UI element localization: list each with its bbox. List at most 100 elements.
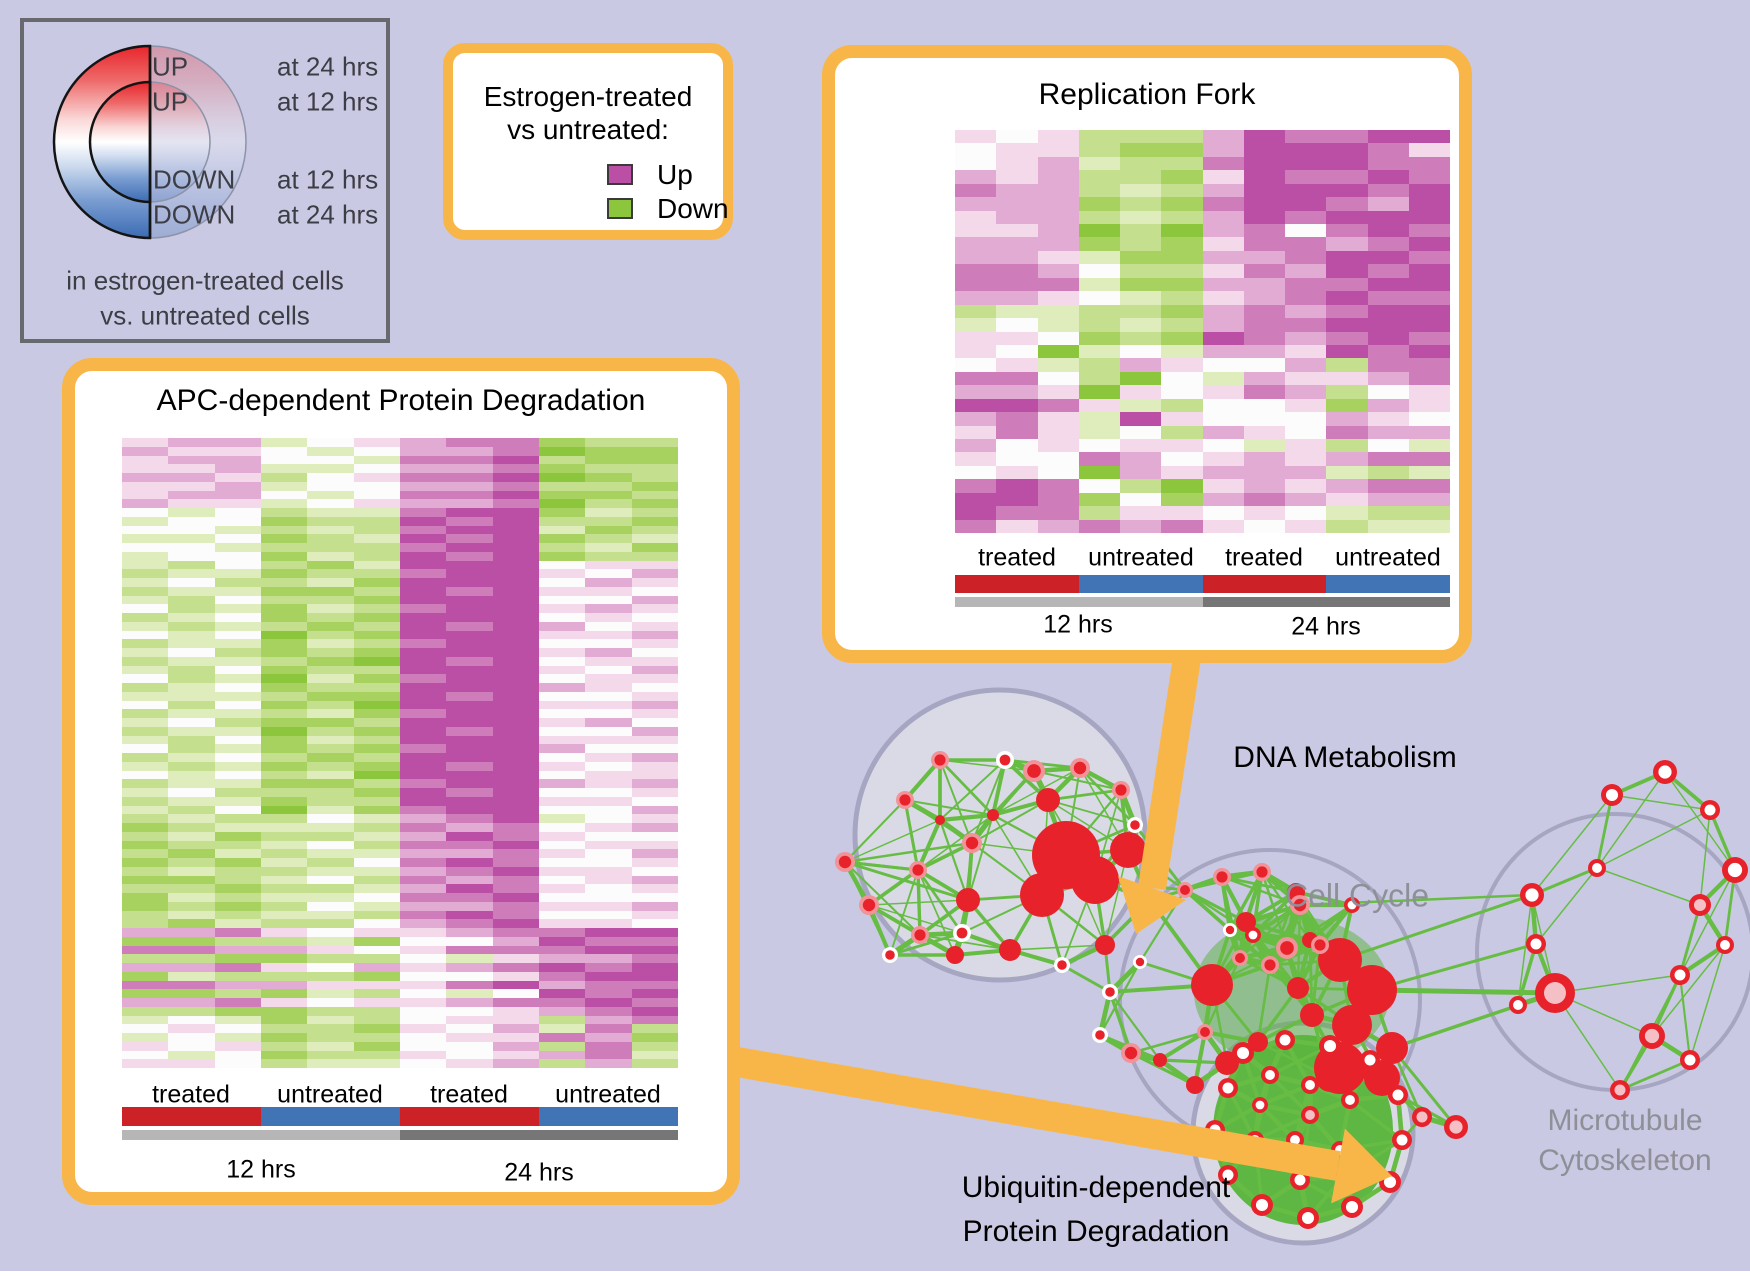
gene-node bbox=[1286, 1131, 1304, 1149]
legend-word-down-24: DOWN bbox=[153, 199, 236, 230]
cluster-circle-dna bbox=[852, 687, 1148, 983]
apc-time-label-24: 24 hrs bbox=[504, 1158, 574, 1187]
gene-node bbox=[1245, 927, 1261, 943]
legend-time-down-12: at 12 hrs bbox=[277, 164, 379, 195]
gene-node bbox=[1535, 973, 1575, 1013]
updown-legend-box bbox=[20, 18, 390, 343]
apc-group-label-treated-24: treated bbox=[430, 1080, 508, 1109]
apc-treatment-bar bbox=[122, 1107, 678, 1126]
gene-node bbox=[1653, 760, 1677, 784]
apc-time-label-12: 12 hrs bbox=[226, 1155, 296, 1184]
legend-word-up-24: UP bbox=[152, 51, 189, 82]
gene-node bbox=[1095, 935, 1115, 955]
gene-node bbox=[1444, 1115, 1468, 1139]
cluster-circle-mt bbox=[1475, 812, 1750, 1092]
gene-node bbox=[1301, 1076, 1319, 1094]
gene-node bbox=[1700, 800, 1720, 820]
gene-node bbox=[1223, 923, 1237, 937]
cluster-label: Microtubule bbox=[1547, 1104, 1703, 1137]
gene-node bbox=[1110, 832, 1146, 868]
apc-group-label-treated-12: treated bbox=[152, 1080, 230, 1109]
gene-node bbox=[1509, 996, 1527, 1014]
gene-node bbox=[1127, 817, 1143, 833]
gene-node bbox=[1360, 1050, 1380, 1070]
cluster-label: Cell Cycle bbox=[1284, 877, 1430, 914]
cluster-label: DNA Metabolism bbox=[1233, 741, 1457, 774]
arrow-shaft bbox=[1138, 655, 1201, 891]
rf-time-label-12: 12 hrs bbox=[1043, 610, 1113, 639]
rf-group-label-treated-12: treated bbox=[978, 543, 1056, 572]
gene-node bbox=[896, 791, 914, 809]
gene-node bbox=[859, 895, 879, 915]
legend-time-down-24: at 24 hrs bbox=[277, 199, 379, 230]
legend-word-down-12: DOWN bbox=[153, 164, 236, 195]
apc-group-label-untreated-12: untreated bbox=[277, 1080, 383, 1109]
gene-node bbox=[1261, 1066, 1279, 1084]
legend-footer-line2: vs. untreated cells bbox=[100, 300, 310, 331]
gene-node bbox=[1347, 965, 1397, 1015]
gene-node bbox=[1070, 758, 1090, 778]
gene-node bbox=[1092, 1027, 1108, 1043]
gene-node bbox=[956, 888, 980, 912]
up-swatch-label: Up bbox=[657, 159, 693, 190]
down-color-swatch bbox=[607, 198, 633, 219]
gene-node bbox=[1287, 977, 1309, 999]
legend-word-up-12: UP bbox=[152, 86, 189, 117]
gene-node bbox=[1032, 821, 1100, 889]
apc-title: APC-dependent Protein Degradation bbox=[156, 384, 646, 417]
gene-node bbox=[1318, 938, 1362, 982]
gene-node bbox=[1141, 891, 1159, 909]
gene-node bbox=[1252, 1097, 1268, 1113]
gene-node bbox=[1197, 1024, 1213, 1040]
apc-time-bar bbox=[122, 1130, 678, 1140]
gene-node bbox=[1336, 1166, 1354, 1184]
gene-node bbox=[1133, 955, 1147, 969]
estrogen-legend-title1: Estrogen-treated bbox=[483, 81, 693, 112]
gene-node bbox=[1639, 1023, 1665, 1049]
gene-node bbox=[1251, 1194, 1273, 1216]
gene-node bbox=[996, 751, 1014, 769]
gene-node bbox=[1364, 1060, 1400, 1096]
gene-node bbox=[1670, 965, 1690, 985]
gene-node bbox=[1520, 883, 1544, 907]
gene-node bbox=[1610, 1080, 1630, 1100]
gene-node bbox=[1319, 1035, 1341, 1057]
apc-heatmap bbox=[122, 438, 678, 1068]
up-color-swatch bbox=[607, 164, 633, 185]
rf-time-label-24: 24 hrs bbox=[1291, 612, 1361, 641]
replication-fork-heatmap bbox=[955, 130, 1450, 533]
gene-node bbox=[1232, 950, 1248, 966]
gene-node bbox=[1316, 1064, 1344, 1092]
callout-arrows bbox=[734, 655, 1392, 1204]
bottom-margin bbox=[0, 1271, 1750, 1279]
gene-node bbox=[1153, 1053, 1167, 1067]
arrow-head bbox=[1331, 1128, 1392, 1204]
legend-time-24: at 24 hrs bbox=[277, 51, 379, 82]
gene-node bbox=[1388, 1085, 1408, 1105]
gene-node bbox=[1218, 1078, 1238, 1098]
gene-node bbox=[999, 939, 1021, 961]
gene-node bbox=[1177, 882, 1193, 898]
gene-node bbox=[1331, 1141, 1349, 1159]
estrogen-legend-box bbox=[443, 43, 733, 240]
gene-node bbox=[1121, 1043, 1141, 1063]
arrow-shaft bbox=[734, 1047, 1341, 1181]
gene-node bbox=[1112, 781, 1130, 799]
gene-node bbox=[909, 861, 927, 879]
gene-node bbox=[835, 852, 855, 872]
gene-node bbox=[1191, 964, 1233, 1006]
gene-node bbox=[1246, 1131, 1264, 1149]
rf-group-label-treated-24: treated bbox=[1225, 543, 1303, 572]
gene-node bbox=[1275, 1030, 1295, 1050]
gene-node bbox=[1716, 936, 1734, 954]
gene-node bbox=[1205, 1120, 1225, 1140]
gene-node bbox=[962, 833, 982, 853]
gene-node bbox=[1392, 1130, 1412, 1150]
gene-node bbox=[1020, 873, 1064, 917]
cluster-label: Ubiquitin-dependent bbox=[961, 1171, 1231, 1204]
gene-node bbox=[1301, 1106, 1319, 1124]
gene-node bbox=[1102, 984, 1118, 1000]
legend-time-12: at 12 hrs bbox=[277, 86, 379, 117]
gene-node bbox=[953, 924, 971, 942]
